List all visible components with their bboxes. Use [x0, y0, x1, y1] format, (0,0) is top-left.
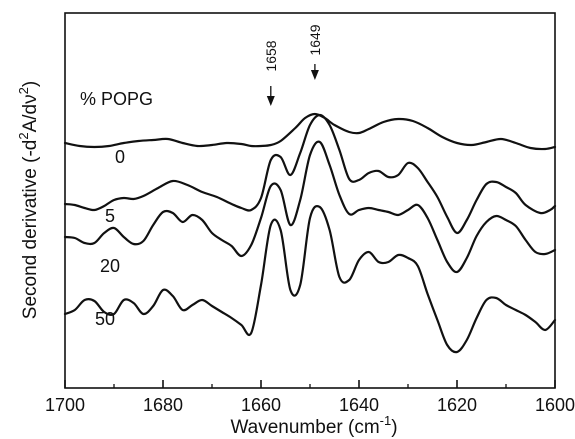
series-labels: 0 5 20 50 — [95, 147, 125, 329]
series-line-50 — [63, 204, 557, 354]
x-tick-label: 1660 — [241, 395, 281, 415]
x-axis-title-close: ) — [391, 417, 397, 438]
series-line-0 — [63, 112, 557, 151]
series-label-50: 50 — [95, 309, 115, 329]
series-line-20 — [63, 140, 557, 274]
annotation-label-1649: 1649 — [307, 24, 323, 55]
y-axis-title-sup: 2 — [16, 132, 31, 139]
x-axis-title: Wavenumber (cm-1) — [230, 413, 397, 438]
x-tick-label: 1680 — [143, 395, 183, 415]
x-tick-label: 1620 — [437, 395, 477, 415]
annotation-arrow-head — [310, 70, 319, 80]
y-axis-title-mid: A/dν — [20, 94, 41, 132]
x-tick-label: 1600 — [535, 395, 575, 415]
y-axis-title-close: ) — [20, 81, 41, 87]
x-tick-label: 1640 — [339, 395, 379, 415]
x-axis-title-main: Wavenumber (cm — [230, 417, 379, 438]
x-axis-title-sup: -1 — [380, 413, 392, 428]
x-axis: 1700 1680 1660 1640 1620 1600 — [45, 380, 575, 415]
annotation-arrow-head — [266, 96, 275, 106]
legend-title: % POPG — [80, 89, 153, 109]
annotation-label-1658: 1658 — [263, 40, 279, 71]
series-line-5 — [63, 113, 557, 235]
series-label-0: 0 — [115, 147, 125, 167]
y-axis-title-sup2: 2 — [16, 87, 31, 94]
x-tick-label: 1700 — [45, 395, 85, 415]
y-axis-title-main: Second derivative (-d — [20, 140, 41, 320]
series-label-5: 5 — [105, 206, 115, 226]
series-group — [63, 112, 557, 354]
plot-frame — [64, 12, 556, 389]
series-label-20: 20 — [100, 256, 120, 276]
y-axis-title: Second derivative (-d2A/dν2) — [16, 81, 41, 319]
peak-annotations: 1658 1649 — [263, 24, 323, 106]
